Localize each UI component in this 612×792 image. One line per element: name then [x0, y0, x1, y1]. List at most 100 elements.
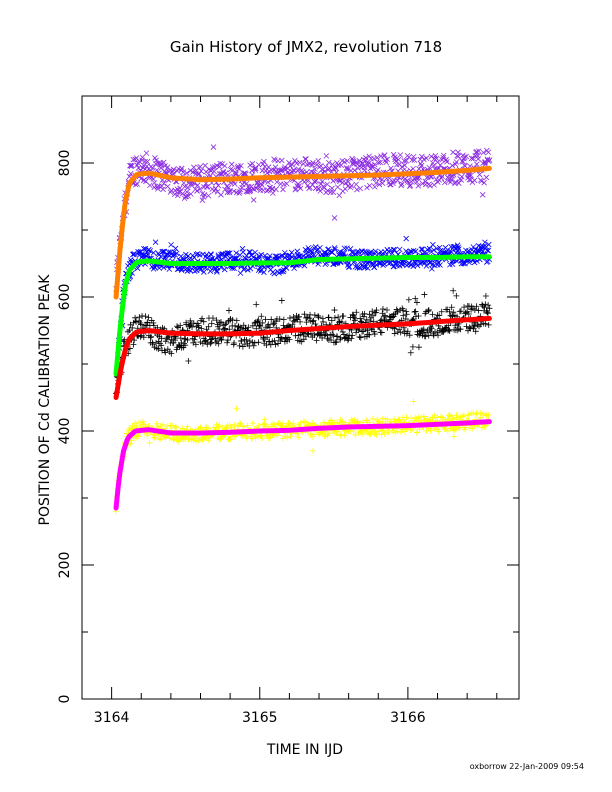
series-2-point	[328, 317, 335, 324]
series-3-point	[203, 424, 210, 431]
series-2-point	[335, 314, 342, 321]
series-2-point	[378, 329, 385, 336]
series-0-point	[466, 176, 473, 183]
series-0-point	[407, 183, 413, 190]
series-2-point	[403, 330, 410, 337]
series-3-point	[339, 418, 346, 425]
series-3-point	[279, 422, 286, 429]
series-1-point	[221, 266, 228, 273]
series-0-point	[143, 150, 150, 156]
x-tick-label: 3164	[94, 710, 130, 726]
series-3-point	[172, 423, 179, 430]
series-2-point	[204, 341, 211, 348]
series-1-point	[419, 246, 426, 252]
series-0-point	[219, 161, 226, 167]
series-0-point	[199, 197, 206, 203]
series-0-point	[475, 148, 482, 154]
series-1-point	[391, 247, 398, 253]
series-2-point	[472, 328, 479, 335]
series-2-point	[198, 325, 205, 332]
series-1-point	[288, 249, 295, 256]
series-2-point	[482, 301, 489, 308]
series-2-point	[448, 304, 455, 311]
series-2-point	[257, 323, 264, 330]
series-3-point	[427, 427, 434, 434]
series-0-point	[304, 182, 311, 189]
series-2-point	[463, 323, 470, 330]
y-tick-label: 600	[57, 284, 73, 311]
series-1-point	[233, 250, 240, 256]
series-1-point	[311, 252, 317, 258]
series-0-point	[470, 155, 477, 162]
series-2-point	[237, 324, 244, 331]
series-0-point	[372, 184, 378, 190]
series-2-point	[466, 324, 473, 331]
series-0-point	[452, 179, 459, 185]
series-2-point	[246, 338, 253, 345]
series-2-point	[357, 315, 364, 322]
series-0-point	[351, 160, 357, 167]
series-2-point	[311, 332, 318, 339]
series-0-point	[403, 158, 410, 164]
series-0-point	[226, 189, 233, 196]
series-3-point	[322, 419, 329, 426]
series-0-point	[376, 181, 383, 188]
series-2-point	[191, 336, 198, 343]
series-2-point	[313, 337, 320, 344]
series-0-point	[456, 180, 462, 186]
series-1-point	[186, 267, 192, 273]
series-2-fit-line	[113, 315, 492, 400]
series-0-point	[379, 180, 386, 186]
series-0-point	[354, 186, 360, 193]
series-2-point	[465, 311, 472, 318]
series-0-point	[217, 160, 223, 167]
series-3-point	[414, 429, 421, 436]
series-2-point	[130, 341, 137, 348]
series-2-point	[325, 314, 332, 321]
series-0-point	[381, 152, 388, 158]
series-0-point	[180, 180, 187, 186]
series-1-point	[150, 249, 157, 256]
series-1-point	[247, 249, 253, 255]
series-2-point	[218, 336, 225, 343]
series-1-point	[393, 261, 399, 267]
series-2-point	[411, 308, 418, 315]
series-2-point	[147, 334, 154, 341]
series-0-point	[225, 184, 232, 191]
series-0-point	[237, 188, 243, 195]
series-2-point	[446, 308, 453, 315]
series-3-point	[290, 420, 297, 427]
x-tick-label: 3165	[242, 710, 278, 726]
series-2-point	[148, 333, 155, 340]
series-0-point	[238, 162, 244, 169]
series-3-point	[173, 424, 180, 431]
series-0-point	[188, 191, 194, 197]
series-1-point	[173, 250, 180, 257]
series-1-point	[442, 244, 449, 251]
series-3-point	[394, 428, 401, 435]
series-3-point	[157, 435, 164, 442]
series-2-point	[153, 345, 160, 352]
series-0-point	[184, 170, 190, 176]
series-0-point	[357, 185, 364, 192]
series-2-point	[379, 310, 386, 317]
series-1-point	[261, 269, 267, 276]
series-3-point	[444, 427, 451, 434]
series-1-point	[448, 249, 455, 255]
series-0-point	[483, 174, 490, 181]
series-2-point	[286, 315, 293, 322]
series-2-point	[300, 336, 307, 343]
series-1-point	[281, 267, 287, 273]
series-3-point	[342, 419, 349, 426]
series-1-point	[271, 270, 278, 277]
series-2-point	[225, 307, 232, 314]
series-0-point	[369, 164, 376, 171]
series-0-point	[468, 155, 475, 162]
series-1-fit-line	[113, 254, 492, 377]
y-axis-label: POSITION OF Cd CALIBRATION PEAK	[37, 274, 53, 526]
series-2-point	[250, 342, 257, 349]
series-1-point	[303, 250, 310, 256]
series-0-point	[415, 174, 421, 181]
series-2-point	[471, 306, 478, 313]
